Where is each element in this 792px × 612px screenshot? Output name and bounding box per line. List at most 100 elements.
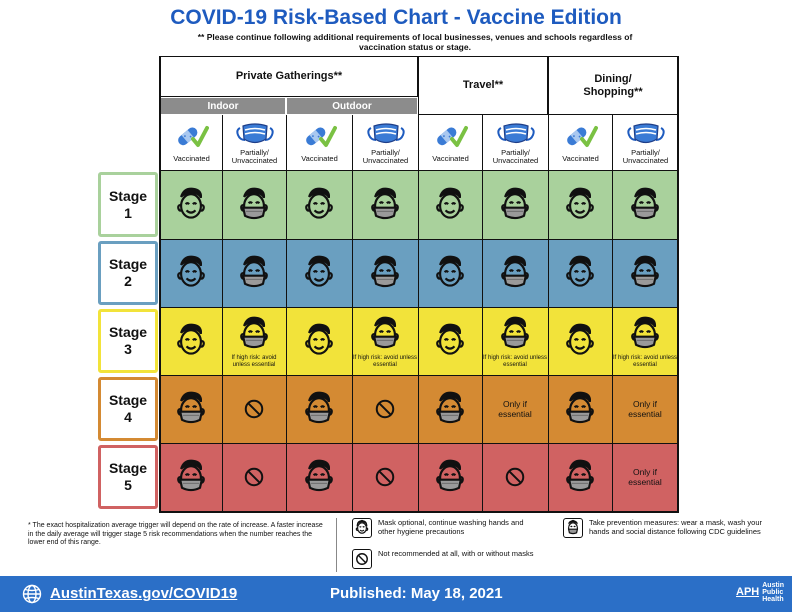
risk-cell [352,239,418,307]
risk-cell [222,170,286,239]
logo-mark: APH [736,585,760,598]
legend-mask-optional-label: Mask optional, continue washing hands an… [378,518,524,536]
stage-label: Stage 4 [98,377,158,441]
stage-label: Stage 5 [98,445,158,509]
austin-public-health-logo: APH Austin Public Health [736,582,790,603]
risk-cell [612,170,678,239]
smile-face-icon [177,187,205,219]
risk-cell [222,239,286,307]
header-outdoor-label: Outdoor [332,100,372,112]
footer-url-link[interactable]: AustinTexas.gov/COVID19 [50,585,238,602]
only-if-essential-note: Only if essential [628,467,662,487]
prohibited-icon [244,399,264,419]
header-indoor-label: Indoor [207,100,239,112]
smile-face-icon [177,323,205,355]
page-subtitle: ** Please continue following additional … [197,32,633,52]
risk-cell [160,239,222,307]
column-label: Partially/ Unvaccinated [362,147,409,165]
column-unvaccinated: Partially/ Unvaccinated [612,115,678,170]
stage-label-text: Stage 5 [108,460,148,493]
vaccine-bandage-check-icon [177,125,209,147]
smile-face-icon [352,518,372,538]
masked-face-icon [436,391,464,424]
risk-cell: Only if essential [482,375,548,443]
risk-cell: If high risk: avoid unless essential [222,307,286,375]
risk-cell [286,239,352,307]
footer-published-date: Published: May 18, 2021 [330,585,503,602]
column-vaccinated: Vaccinated [418,115,482,170]
risk-cell: If high risk: avoid unless essential [352,307,418,375]
column-vaccinated: Vaccinated [286,115,352,170]
masked-face-icon [566,459,594,492]
stage-label: Stage 1 [98,172,158,237]
face-mask-icon [626,122,665,143]
masked-face-icon [371,316,399,348]
column-label: Vaccinated [432,153,469,163]
stage-label: Stage 3 [98,309,158,373]
header-private-gatherings: Private Gatherings** [160,56,418,97]
column-label: Partially/ Unvaccinated [231,147,278,165]
legend-prevention: Take prevention measures: wear a mask, w… [563,518,773,538]
risk-cell [482,443,548,511]
prohibited-icon [505,467,525,487]
masked-face-icon [177,459,205,492]
high-risk-note: If high risk: avoid unless essential [612,354,678,368]
smile-face-icon [305,187,333,219]
stage-label: Stage 2 [98,241,158,305]
face-mask-icon [366,122,405,143]
smile-face-icon [436,187,464,219]
vaccine-bandage-check-icon [566,125,598,147]
risk-cell [482,239,548,307]
column-label: Vaccinated [301,153,338,163]
smile-face-icon [305,323,333,355]
column-label: Partially/ Unvaccinated [622,147,669,165]
risk-cell: Only if essential [612,375,678,443]
column-unvaccinated: Partially/ Unvaccinated [222,115,286,170]
risk-cell [222,375,286,443]
masked-face-icon [631,316,659,348]
risk-cell [418,375,482,443]
risk-cell [548,170,612,239]
masked-face-icon [501,255,529,288]
risk-cell [222,443,286,511]
risk-cell: Only if essential [612,443,678,511]
risk-cell [482,170,548,239]
risk-cell [418,170,482,239]
header-dining: Dining/ Shopping** [548,56,678,115]
column-unvaccinated: Partially/ Unvaccinated [482,115,548,170]
face-mask-icon [235,122,274,143]
risk-cell [286,443,352,511]
smile-face-icon [436,255,464,287]
stage-label-text: Stage 2 [108,256,148,289]
masked-face-icon [631,187,659,219]
high-risk-note: If high risk: avoid unless essential [231,354,277,368]
stage-label-text: Stage 1 [108,187,148,221]
legend-not-recommended: Not recommended at all, with or without … [352,549,542,569]
page-title: COVID-19 Risk-Based Chart - Vaccine Edit… [170,6,622,29]
smile-face-icon [566,323,594,355]
header-indoor: Indoor [160,97,286,115]
prohibited-icon [375,399,395,419]
masked-face-icon [501,187,529,219]
risk-cell [548,239,612,307]
vaccine-bandage-check-icon [305,125,337,147]
header-travel-label: Travel** [462,79,504,91]
masked-face-icon [631,255,659,288]
only-if-essential-note: Only if essential [628,399,662,419]
masked-face-icon [371,255,399,288]
stage-label-text: Stage 3 [108,324,148,357]
masked-face-icon [240,316,268,348]
masked-face-icon [371,187,399,219]
logo-text: Austin Public Health [762,582,785,603]
footnote: * The exact hospitalization average trig… [28,522,323,546]
prohibited-icon [375,467,395,487]
prohibited-icon [244,467,264,487]
masked-face-icon [566,391,594,424]
risk-cell [352,170,418,239]
risk-cell [160,307,222,375]
risk-cell [418,307,482,375]
globe-icon [22,584,42,604]
masked-face-icon [305,391,333,424]
masked-face-icon [240,255,268,288]
